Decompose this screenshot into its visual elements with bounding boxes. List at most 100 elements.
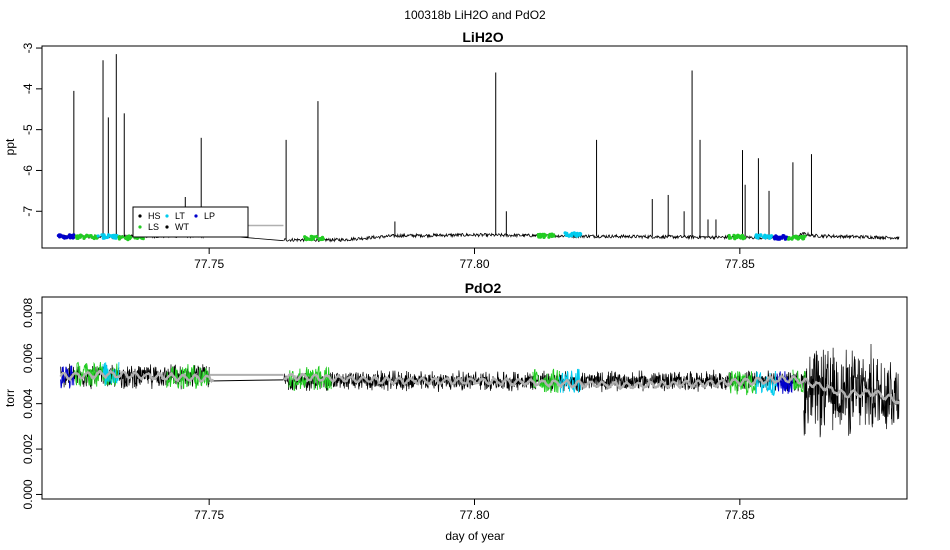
lih2o-marker-cluster-ls <box>727 233 747 241</box>
lih2o-marker-cluster-ls <box>536 232 556 239</box>
legend-label-lp: LP <box>204 211 215 221</box>
lih2o-marker-cluster-ls <box>74 233 99 241</box>
pdo2-marker-cluster-lp <box>60 365 75 389</box>
lih2o-marker <box>312 237 316 241</box>
pdo2-x-tick-label: 77.85 <box>725 508 755 522</box>
lih2o-marker-cluster-lt <box>754 233 774 240</box>
lih2o-marker <box>578 231 582 236</box>
lih2o-marker <box>93 234 97 238</box>
legend-label-lt: LT <box>175 211 185 221</box>
pdo2-marker-cluster-ls <box>166 364 210 390</box>
pdo2-frame <box>41 296 908 500</box>
lih2o-marker <box>96 234 100 238</box>
lih2o-marker <box>782 235 786 239</box>
lih2o-marker <box>62 236 67 240</box>
lih2o-marker <box>802 237 806 241</box>
pdo2-y-tick-label: 0.002 <box>21 434 35 464</box>
lih2o-y-tick-label: -6 <box>21 165 35 176</box>
pdo2-smoothed-line <box>59 369 901 406</box>
pdo2-title: PdO2 <box>465 280 502 296</box>
lih2o-marker <box>759 234 763 238</box>
lih2o-marker <box>309 234 313 238</box>
lih2o-x-tick-label: 77.80 <box>459 257 489 271</box>
lih2o-marker <box>315 234 319 239</box>
pdo2-y-tick-label: 0.006 <box>21 343 35 373</box>
lih2o-marker <box>319 237 323 242</box>
lih2o-marker-cluster-ls <box>303 234 325 242</box>
lih2o-marker <box>796 237 801 241</box>
lih2o-marker <box>793 234 797 238</box>
legend-swatch-ls <box>138 225 142 229</box>
lih2o-marker <box>568 233 573 237</box>
lih2o-marker <box>575 231 579 235</box>
lih2o-marker <box>105 235 109 239</box>
lih2o-marker <box>729 236 733 240</box>
lih2o-marker <box>803 234 807 238</box>
pdo2-axes: 77.75 77.80 77.85 0.000 0.002 0.004 0.006 0.008 <box>21 298 755 522</box>
legend-label-wt: WT <box>175 222 189 232</box>
lih2o-marker-cluster-lt <box>563 231 583 238</box>
lih2o-marker <box>551 233 555 237</box>
lih2o-marker <box>733 235 737 239</box>
pdo2-y-tick-label: 0.000 <box>21 479 35 509</box>
lih2o-y-tick-label: -5 <box>21 124 35 135</box>
lih2o-marker <box>740 233 745 237</box>
pdo2-x-tick-label: 77.80 <box>459 508 489 522</box>
legend-swatch-lt <box>165 214 169 218</box>
legend-label-hs: HS <box>148 211 161 221</box>
x-axis-label: day of year <box>445 529 504 543</box>
lih2o-marker <box>303 235 307 239</box>
lih2o-y-tick-label: -4 <box>21 83 35 94</box>
legend-box <box>132 206 249 238</box>
lih2o-marker <box>80 234 84 238</box>
lih2o-marker <box>548 233 552 237</box>
lih2o-marker <box>121 235 125 239</box>
lih2o-marker <box>304 237 308 242</box>
lih2o-x-tick-label: 77.85 <box>725 257 755 271</box>
lih2o-marker <box>141 237 145 241</box>
lih2o-legend: HS LT LP LS WT <box>132 206 249 238</box>
figure-suptitle: 100318b LiH2O and PdO2 <box>404 8 546 22</box>
pdo2-marker-cluster-ls <box>288 365 332 391</box>
lih2o-y-tick-label: -7 <box>21 206 35 217</box>
lih2o-x-tick-label: 77.75 <box>194 257 224 271</box>
lih2o-marker-cluster-lt <box>96 233 119 240</box>
lih2o-marker <box>572 231 576 235</box>
lih2o-marker <box>112 236 116 240</box>
lih2o-marker <box>787 237 792 241</box>
pdo2-marker-cluster-ls <box>728 370 757 396</box>
lih2o-marker-cluster-lp <box>772 234 789 241</box>
lih2o-marker <box>541 232 545 236</box>
pdo2-series-line <box>803 343 900 438</box>
legend-swatch-lp <box>194 214 198 218</box>
lih2o-marker <box>783 237 788 241</box>
lih2o-marker <box>106 233 111 237</box>
pdo2-ylabel: torr <box>3 389 17 407</box>
lih2o-marker <box>774 234 778 238</box>
lih2o-marker <box>767 236 772 240</box>
lih2o-plot-area <box>56 54 900 243</box>
pdo2-y-tick-label: 0.008 <box>21 298 35 328</box>
pdo2-marker-cluster-lt <box>102 362 120 386</box>
lih2o-marker <box>117 235 121 239</box>
lih2o-marker <box>103 235 107 239</box>
lih2o-marker <box>320 235 325 239</box>
legend-swatch-hs <box>138 214 142 218</box>
lih2o-marker-cluster-lp <box>56 233 76 240</box>
legend-label-ls: LS <box>148 222 159 232</box>
lih2o-title: LiH2O <box>462 29 503 45</box>
lih2o-axes: 77.75 77.80 77.85 -7 -6 -5 -4 -3 <box>21 42 755 271</box>
lih2o-marker <box>75 236 79 240</box>
lih2o-marker <box>65 235 69 239</box>
lih2o-marker <box>85 234 89 238</box>
lih2o-marker <box>742 236 746 240</box>
lih2o-marker <box>72 233 76 237</box>
pdo2-plot-area <box>59 343 901 438</box>
lih2o-marker <box>127 234 131 238</box>
lih2o-marker-cluster-ls <box>786 234 807 241</box>
pdo2-panel: PdO2 torr 77.75 77.80 77.85 0.000 0.002 0.004… <box>3 280 908 522</box>
lih2o-marker <box>538 234 542 239</box>
lih2o-marker <box>790 237 794 241</box>
lih2o-marker <box>738 236 743 240</box>
